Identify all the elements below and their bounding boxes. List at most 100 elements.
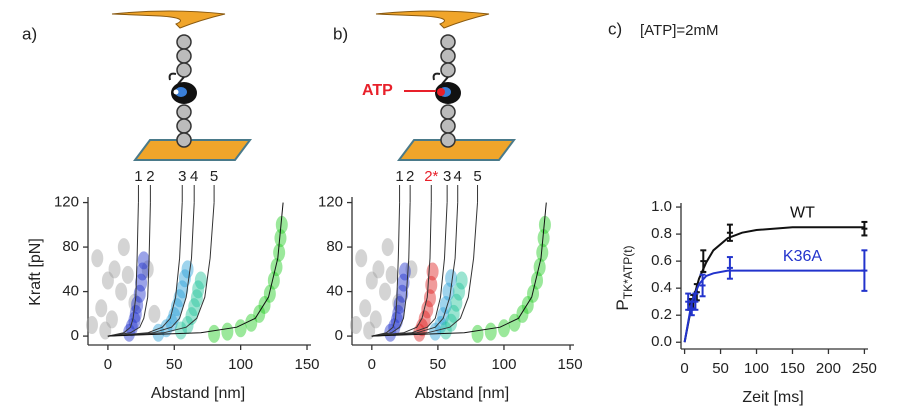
data-cloud-point (91, 249, 104, 268)
wlc-curve (107, 202, 195, 337)
data-cloud-point (450, 293, 463, 312)
x-tick-label: 50 (712, 360, 729, 377)
wlc-curve (371, 202, 547, 337)
series-label: WT (790, 205, 815, 222)
y-tick-label: 0.2 (651, 306, 672, 323)
data-cloud-point (274, 229, 287, 248)
data-cloud-point (434, 315, 447, 334)
data-cloud-point (516, 304, 529, 323)
panel-label: b) (333, 24, 348, 43)
data-cloud-point (453, 282, 466, 301)
panel-label: c) (608, 19, 622, 38)
data-cloud-point (455, 271, 468, 290)
series-label: K36A (783, 248, 822, 265)
curve-label: 5 (473, 168, 481, 185)
data-cloud-point (174, 321, 187, 340)
data-cloud-point (115, 282, 128, 301)
data-cloud-point (372, 260, 385, 279)
y-axis-label: PTK*ATP(t) (613, 245, 635, 310)
x-tick-label: 150 (558, 356, 583, 373)
y-tick-label: 0 (335, 327, 343, 344)
data-cloud-point (388, 318, 401, 337)
wlc-curve (371, 202, 401, 337)
data-cloud-point (136, 262, 149, 281)
curve-label: 5 (210, 168, 218, 185)
data-cloud-point (258, 295, 271, 314)
data-cloud-point (273, 243, 286, 262)
x-tick-label: 100 (491, 356, 516, 373)
panel-label: a) (22, 24, 37, 43)
y-axis-label-sub: TK*ATP(t) (621, 245, 635, 299)
data-cloud-point (270, 258, 283, 277)
data-cloud-point (447, 304, 460, 323)
data-cloud-point (194, 271, 207, 290)
data-cloud-point (471, 324, 484, 343)
illustration-a (111, 10, 252, 161)
curve-label: 1 (134, 168, 142, 185)
y-axis-label: Kraft [pN] (27, 238, 44, 306)
data-cloud-point (221, 322, 234, 341)
x-axis-label: Zeit [ms] (742, 389, 803, 406)
data-cloud-point (359, 299, 372, 318)
wlc-curve (371, 202, 411, 337)
curve-label: 2 (146, 168, 154, 185)
x-tick-label: 150 (295, 356, 320, 373)
data-cloud-point (363, 321, 376, 340)
fit-curve (683, 269, 865, 343)
data-cloud-point (192, 280, 205, 299)
x-tick-label: 50 (166, 356, 183, 373)
data-cloud-point (101, 271, 114, 290)
illustration-b (375, 10, 516, 161)
y-tick-label: 120 (318, 194, 343, 211)
data-cloud-point (437, 307, 450, 326)
data-cloud-point (484, 322, 497, 341)
data-cloud-point (531, 271, 543, 290)
x-tick-label: 100 (228, 356, 253, 373)
data-cloud-point (355, 249, 368, 268)
data-cloud-point (181, 315, 194, 334)
data-cloud-point (275, 215, 288, 234)
x-axis-label: Abstand [nm] (151, 385, 245, 402)
data-cloud-point (537, 229, 550, 248)
data-cloud-point (421, 300, 434, 319)
data-cloud-point (497, 319, 510, 338)
data-cloud-point (133, 284, 146, 303)
data-cloud-point (521, 295, 534, 314)
data-cloud-point (369, 310, 382, 329)
x-tick-label: 150 (780, 360, 805, 377)
data-cloud-point (439, 321, 452, 340)
data-cloud-point (536, 243, 549, 262)
data-cloud-point (173, 289, 186, 308)
y-tick-label: 80 (62, 238, 79, 255)
y-tick-label: 80 (326, 238, 343, 255)
wlc-curve (107, 202, 284, 337)
data-cloud-point (135, 273, 148, 292)
x-tick-label: 250 (852, 360, 877, 377)
y-tick-label: 0.8 (651, 225, 672, 242)
cantilever (111, 10, 226, 29)
y-axis-label-main: P (613, 299, 632, 310)
data-cloud-point (121, 265, 134, 284)
data-cloud-point (181, 260, 194, 279)
wlc-curve (107, 202, 215, 337)
x-tick-label: 100 (744, 360, 769, 377)
data-cloud-point (445, 269, 458, 288)
data-cloud-point (208, 324, 221, 343)
data-cloud-point (105, 310, 118, 329)
data-cloud-point (117, 238, 130, 257)
curve-label: 3 (178, 168, 186, 185)
x-tick-label: 200 (816, 360, 841, 377)
wlc-curve (371, 202, 478, 337)
y-tick-label: 0 (71, 327, 79, 344)
curve-label: 4 (454, 168, 462, 185)
data-cloud-point (253, 304, 266, 323)
x-tick-label: 0 (368, 356, 376, 373)
data-cloud-point (267, 271, 280, 290)
data-cloud-point (385, 265, 398, 284)
data-cloud-point (188, 298, 201, 317)
surface (133, 139, 252, 161)
data-cloud-point (137, 251, 150, 270)
data-cloud-point (128, 293, 141, 312)
y-tick-label: 0.4 (651, 279, 672, 296)
